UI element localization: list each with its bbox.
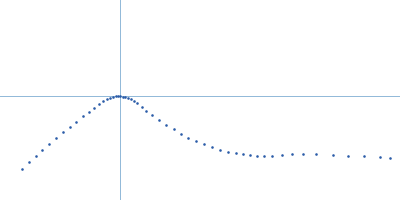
Point [149, 114, 156, 117]
Point [115, 94, 121, 98]
Point [178, 132, 184, 135]
Point [91, 106, 98, 110]
Point [86, 110, 92, 114]
Point [254, 154, 260, 157]
Point [32, 154, 39, 157]
Point [26, 160, 32, 164]
Point [112, 95, 119, 98]
Point [225, 150, 231, 153]
Point [217, 148, 223, 151]
Point [156, 118, 162, 122]
Point [377, 155, 383, 159]
Point [110, 95, 116, 98]
Point [313, 153, 319, 156]
Point [170, 128, 177, 131]
Point [240, 153, 246, 156]
Point [96, 103, 102, 106]
Point [117, 95, 124, 98]
Point [361, 155, 367, 158]
Point [53, 136, 59, 139]
Point [300, 152, 306, 156]
Point [130, 99, 137, 102]
Point [73, 120, 80, 123]
Point [185, 136, 191, 139]
Point [60, 130, 66, 134]
Point [193, 140, 199, 143]
Point [122, 96, 128, 99]
Point [261, 154, 267, 157]
Point [138, 105, 145, 108]
Point [125, 96, 131, 100]
Point [128, 98, 134, 101]
Point [19, 167, 25, 171]
Point [233, 152, 239, 155]
Point [134, 102, 140, 105]
Point [269, 154, 275, 157]
Point [100, 100, 106, 103]
Point [80, 115, 86, 118]
Point [330, 153, 336, 157]
Point [163, 123, 170, 126]
Point [345, 154, 351, 158]
Point [387, 156, 393, 159]
Point [201, 143, 207, 146]
Point [104, 98, 110, 101]
Point [209, 146, 215, 149]
Point [39, 148, 46, 151]
Point [247, 153, 253, 157]
Point [46, 142, 52, 145]
Point [66, 125, 73, 128]
Point [120, 95, 126, 98]
Point [279, 153, 285, 157]
Point [107, 96, 114, 99]
Point [289, 153, 295, 156]
Point [143, 109, 150, 112]
